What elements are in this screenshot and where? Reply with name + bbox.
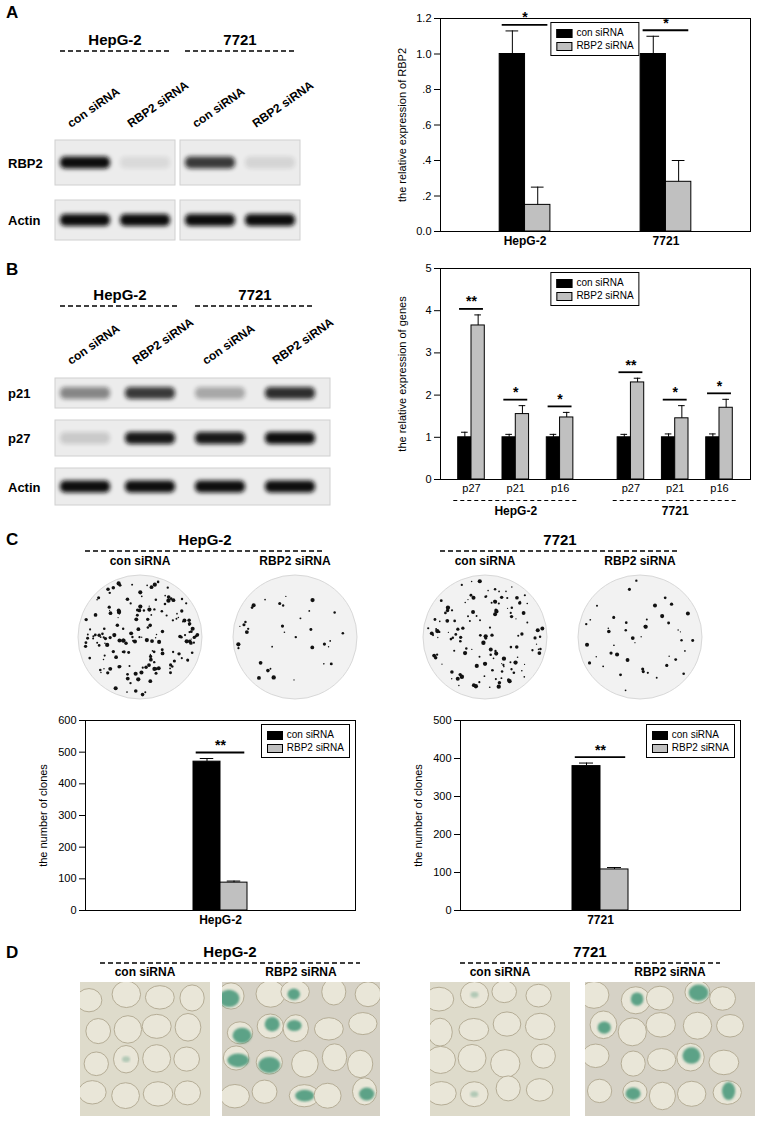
svg-text:p21: p21 (507, 482, 525, 494)
svg-text:100: 100 (58, 872, 76, 884)
svg-text:p27: p27 (622, 482, 640, 494)
svg-text:con siRNA: con siRNA (65, 321, 123, 367)
svg-text:**: ** (215, 737, 226, 753)
svg-text:HepG-2: HepG-2 (178, 531, 231, 548)
svg-text:con siRNA: con siRNA (455, 554, 516, 568)
svg-text:Actin: Actin (8, 213, 41, 228)
svg-text:HepG-2: HepG-2 (203, 943, 256, 960)
svg-text:600: 600 (58, 714, 76, 726)
svg-text:7721: 7721 (223, 31, 256, 48)
svg-text:RBP2 siRNA: RBP2 siRNA (265, 965, 337, 979)
svg-text:0: 0 (70, 904, 76, 916)
svg-text:p16: p16 (551, 482, 569, 494)
svg-text:HepG-2: HepG-2 (504, 234, 547, 248)
svg-text:*: * (522, 9, 528, 25)
svg-text:con siRNA: con siRNA (115, 965, 176, 979)
svg-text:100: 100 (433, 866, 451, 878)
svg-text:**: ** (466, 293, 477, 309)
html-text:RBP2 siRNA: RBP2 siRNA (286, 742, 344, 753)
svg-text:the relative expression of gen: the relative expression of genes (396, 296, 408, 452)
svg-text:RBP2 siRNA: RBP2 siRNA (259, 554, 331, 568)
svg-text:HepG-2: HepG-2 (88, 31, 141, 48)
svg-text:p27: p27 (8, 431, 30, 446)
svg-text:*: * (717, 378, 723, 394)
svg-text:con siRNA: con siRNA (65, 84, 123, 130)
svg-text:RBP2 siRNA: RBP2 siRNA (634, 965, 706, 979)
html-text:RBP2 siRNA: RBP2 siRNA (671, 742, 729, 753)
svg-text:300: 300 (433, 790, 451, 802)
svg-text:200: 200 (58, 841, 76, 853)
svg-text:3: 3 (425, 346, 431, 358)
svg-text:7721: 7721 (587, 913, 614, 927)
svg-text:.8: .8 (422, 83, 431, 95)
svg-text:1.0: 1.0 (416, 48, 431, 60)
svg-text:*: * (557, 391, 563, 407)
svg-text:**: ** (595, 742, 606, 758)
svg-text:con siRNA: con siRNA (200, 321, 258, 367)
svg-text:HepG-2: HepG-2 (93, 286, 146, 303)
svg-text:.2: .2 (422, 190, 431, 202)
svg-text:7721: 7721 (543, 531, 576, 548)
svg-text:RBP2 siRNA: RBP2 siRNA (604, 554, 676, 568)
svg-text:*: * (672, 384, 678, 400)
svg-text:2: 2 (425, 389, 431, 401)
svg-text:RBP2 siRNA: RBP2 siRNA (130, 315, 197, 368)
svg-text:con siRNA: con siRNA (110, 554, 171, 568)
svg-text:p27: p27 (462, 482, 480, 494)
svg-text:300: 300 (58, 809, 76, 821)
svg-text:500: 500 (433, 714, 451, 726)
svg-text:0.0: 0.0 (416, 225, 431, 237)
svg-text:RBP2: RBP2 (8, 156, 43, 171)
svg-text:**: ** (625, 357, 636, 373)
svg-text:5: 5 (425, 262, 431, 274)
svg-text:p21: p21 (8, 386, 30, 401)
html-text:con siRNA: con siRNA (671, 729, 719, 740)
svg-text:HepG-2: HepG-2 (494, 504, 537, 518)
svg-text:*: * (663, 15, 669, 31)
html-text:con siRNA: con siRNA (576, 277, 624, 288)
svg-text:*: * (513, 384, 519, 400)
svg-text:500: 500 (58, 746, 76, 758)
svg-text:200: 200 (433, 828, 451, 840)
svg-text:.6: .6 (422, 119, 431, 131)
html-text:RBP2 siRNA: RBP2 siRNA (576, 40, 634, 51)
svg-text:RBP2 siRNA: RBP2 siRNA (270, 315, 337, 368)
svg-text:.4: .4 (422, 154, 431, 166)
html-text:RBP2 siRNA: RBP2 siRNA (576, 290, 634, 301)
svg-text:HepG-2: HepG-2 (199, 913, 242, 927)
svg-text:p21: p21 (666, 482, 684, 494)
html-text:con siRNA: con siRNA (286, 729, 334, 740)
svg-text:1: 1 (425, 431, 431, 443)
svg-text:7721: 7721 (238, 286, 271, 303)
svg-text:the number of clones: the number of clones (412, 764, 424, 867)
svg-text:con siRNA: con siRNA (470, 965, 531, 979)
svg-text:the number of clones: the number of clones (37, 764, 49, 867)
svg-text:con siRNA: con siRNA (190, 84, 248, 130)
svg-text:A: A (6, 3, 18, 22)
svg-text:0: 0 (425, 473, 431, 485)
html-text:con siRNA: con siRNA (576, 27, 624, 38)
svg-text:Actin: Actin (8, 480, 41, 495)
svg-text:D: D (6, 943, 18, 962)
svg-text:7721: 7721 (653, 234, 680, 248)
svg-text:7721: 7721 (662, 504, 689, 518)
svg-text:7721: 7721 (573, 943, 606, 960)
svg-text:RBP2 siRNA: RBP2 siRNA (250, 78, 317, 131)
svg-text:p16: p16 (710, 482, 728, 494)
svg-text:the relative expression of RBP: the relative expression of RBP2 (396, 48, 408, 202)
svg-text:C: C (6, 530, 18, 549)
svg-text:B: B (6, 260, 18, 279)
svg-text:RBP2 siRNA: RBP2 siRNA (125, 78, 192, 131)
svg-text:0: 0 (445, 904, 451, 916)
svg-text:1.2: 1.2 (416, 12, 431, 24)
svg-text:400: 400 (58, 777, 76, 789)
svg-text:400: 400 (433, 752, 451, 764)
svg-text:4: 4 (425, 304, 431, 316)
